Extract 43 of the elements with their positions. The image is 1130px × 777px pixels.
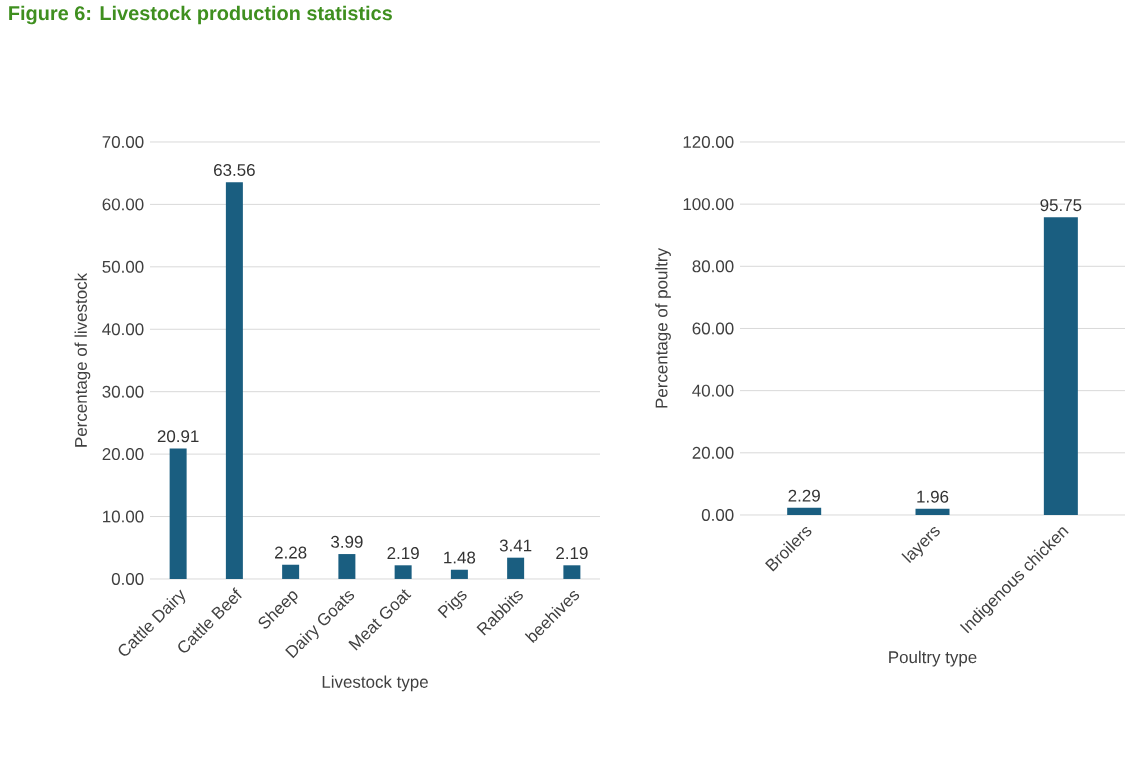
y-tick-label: 60.00	[692, 322, 734, 335]
data-label: 2.28	[275, 546, 307, 559]
data-label: 2.29	[788, 489, 820, 502]
data-label: 20.91	[157, 430, 199, 443]
y-tick-label: 40.00	[102, 323, 144, 336]
y-tick-label: 50.00	[102, 260, 144, 273]
bar	[563, 565, 581, 579]
x-axis-title: Livestock type	[322, 675, 428, 692]
chart-title: Figure 6: Livestock production statistics	[9, 5, 392, 25]
y-tick-label: 100.00	[683, 198, 734, 211]
y-tick-label: 40.00	[692, 384, 734, 397]
y-tick-label: 0.00	[701, 508, 734, 521]
y-tick-label: 30.00	[102, 385, 144, 398]
y-tick-label: 20.00	[102, 448, 144, 461]
bar	[507, 557, 525, 579]
bar	[225, 182, 243, 579]
y-axis-title: Percentage of livestock	[74, 272, 91, 447]
data-label: 63.56	[214, 164, 255, 176]
y-tick-label: 10.00	[103, 510, 144, 523]
data-label: 2.19	[387, 547, 419, 560]
bar	[1043, 217, 1078, 515]
data-label: 1.96	[917, 490, 949, 503]
x-axis-title: Poultry type	[889, 650, 977, 667]
bar	[169, 448, 187, 579]
y-tick-label: 20.00	[692, 446, 734, 459]
bar	[450, 569, 468, 579]
bar	[787, 507, 822, 515]
y-axis-title: Percentage of poultry	[655, 248, 671, 408]
x-tick-label: Pigs	[437, 591, 467, 619]
data-label: 3.99	[331, 535, 363, 548]
y-tick-label: 120.00	[683, 135, 734, 148]
y-tick-label: 60.00	[102, 198, 144, 211]
data-label: 2.19	[556, 547, 588, 560]
bar	[282, 564, 300, 579]
bar	[915, 508, 950, 515]
y-tick-label: 0.00	[111, 572, 144, 585]
bar	[338, 554, 356, 579]
bar	[394, 565, 412, 579]
y-tick-label: 70.00	[102, 135, 144, 148]
data-label: 3.41	[499, 539, 532, 552]
data-label: 1.48	[444, 551, 476, 564]
y-tick-label: 80.00	[692, 260, 734, 273]
data-label: 95.75	[1040, 199, 1082, 212]
